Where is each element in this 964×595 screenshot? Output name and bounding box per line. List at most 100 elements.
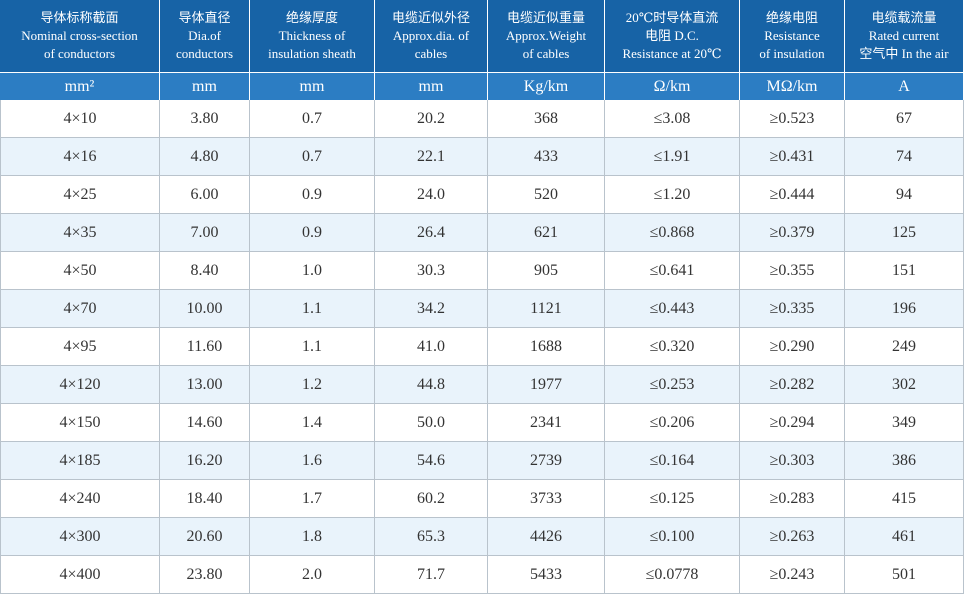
data-cell: 2.0	[250, 556, 375, 594]
cell-text: 13.00	[186, 375, 223, 393]
cell-text: ≥0.263	[769, 527, 815, 545]
header-text: of cables	[522, 46, 570, 61]
data-cell: 65.3	[375, 518, 488, 556]
data-cell: 0.9	[250, 214, 375, 252]
cell-text: ≤0.868	[649, 223, 695, 241]
cell-text: 433	[534, 147, 558, 165]
header-text: 导体标称截面	[40, 10, 119, 25]
cell-text: 1.6	[302, 451, 322, 469]
header-text: 电缆近似重量	[506, 10, 585, 25]
data-cell: ≤1.91	[605, 138, 740, 176]
cell-text: ≤0.443	[649, 299, 695, 317]
data-cell: 1688	[488, 328, 605, 366]
data-cell: 13.00	[160, 366, 250, 404]
data-cell: 4×300	[0, 518, 160, 556]
data-cell: 22.1	[375, 138, 488, 176]
cell-text: 125	[892, 223, 916, 241]
data-cell: ≥0.283	[740, 480, 845, 518]
data-cell: 67	[845, 100, 964, 138]
data-cell: 23.80	[160, 556, 250, 594]
cell-text: 54.6	[417, 451, 445, 469]
cell-text: 1.7	[302, 489, 322, 507]
data-cell: ≥0.523	[740, 100, 845, 138]
cell-text: 1.1	[302, 337, 322, 355]
cell-text: ≥0.303	[769, 451, 815, 469]
cell-text: ≤1.91	[653, 147, 691, 165]
data-cell: 2341	[488, 404, 605, 442]
cell-text: ≥0.431	[769, 147, 815, 165]
cell-text: 4×95	[63, 337, 97, 355]
data-cell: 501	[845, 556, 964, 594]
unit-text: Kg/km	[523, 77, 569, 95]
cell-text: 22.1	[417, 147, 445, 165]
data-cell: 1.4	[250, 404, 375, 442]
unit-cell: A	[845, 72, 964, 100]
cell-text: ≥0.290	[769, 337, 815, 355]
data-cell: 1.0	[250, 252, 375, 290]
cell-text: 71.7	[417, 565, 445, 583]
data-cell: 4426	[488, 518, 605, 556]
cell-text: 4×16	[63, 147, 97, 165]
header-text: Rated current	[868, 28, 940, 43]
header-text: Dia.of	[188, 28, 221, 43]
header-text: conductors	[175, 46, 234, 61]
cell-text: 2341	[530, 413, 562, 431]
data-cell: 4×240	[0, 480, 160, 518]
data-cell: ≤0.320	[605, 328, 740, 366]
data-cell: 4×95	[0, 328, 160, 366]
unit-cell: mm	[250, 72, 375, 100]
cell-text: 0.9	[302, 185, 322, 203]
unit-text: mm	[192, 77, 217, 95]
cell-text: 4.80	[190, 147, 219, 165]
data-cell: 1121	[488, 290, 605, 328]
unit-cell: mm²	[0, 72, 160, 100]
cell-text: 18.40	[186, 489, 223, 507]
data-cell: 368	[488, 100, 605, 138]
data-cell: 1.8	[250, 518, 375, 556]
data-cell: ≥0.444	[740, 176, 845, 214]
data-cell: 4×16	[0, 138, 160, 176]
data-cell: 54.6	[375, 442, 488, 480]
cell-text: 7.00	[190, 223, 219, 241]
data-cell: 1.6	[250, 442, 375, 480]
unit-cell: Ω/km	[605, 72, 740, 100]
header-text: Resistance at 20℃	[622, 46, 722, 61]
cell-text: 1688	[530, 337, 562, 355]
cell-text: 1.1	[302, 299, 322, 317]
header-text: 20℃时导体直流	[625, 10, 719, 25]
data-cell: 3733	[488, 480, 605, 518]
data-cell: 3.80	[160, 100, 250, 138]
cell-text: ≥0.283	[769, 489, 815, 507]
data-cell: 302	[845, 366, 964, 404]
cell-text: 905	[534, 261, 558, 279]
unit-cell: mm	[375, 72, 488, 100]
header-text: Thickness of	[278, 28, 346, 43]
cell-text: 4×300	[59, 527, 101, 545]
data-cell: 461	[845, 518, 964, 556]
cell-text: 2739	[530, 451, 562, 469]
header-text: of conductors	[43, 46, 116, 61]
cell-text: ≤0.320	[649, 337, 695, 355]
data-cell: ≥0.263	[740, 518, 845, 556]
data-cell: 905	[488, 252, 605, 290]
cell-text: 8.40	[190, 261, 219, 279]
data-cell: 2739	[488, 442, 605, 480]
header-text: cables	[414, 46, 448, 61]
cell-text: 16.20	[186, 451, 223, 469]
cell-text: 0.7	[302, 147, 322, 165]
cell-text: 4×70	[63, 299, 97, 317]
data-cell: 4×25	[0, 176, 160, 214]
cell-text: 4×400	[59, 565, 101, 583]
cell-text: 94	[896, 185, 912, 203]
header-cell: 电缆载流量 Rated current 空气中 In the air	[845, 0, 964, 72]
cell-text: 65.3	[417, 527, 445, 545]
data-cell: 415	[845, 480, 964, 518]
data-cell: 520	[488, 176, 605, 214]
cell-text: 1121	[530, 299, 562, 317]
unit-text: MΩ/km	[766, 77, 818, 95]
data-cell: ≤0.0778	[605, 556, 740, 594]
header-cell: 绝缘厚度 Thickness of insulation sheath	[250, 0, 375, 72]
data-cell: ≤0.868	[605, 214, 740, 252]
data-cell: 5433	[488, 556, 605, 594]
cell-text: ≤0.206	[649, 413, 695, 431]
